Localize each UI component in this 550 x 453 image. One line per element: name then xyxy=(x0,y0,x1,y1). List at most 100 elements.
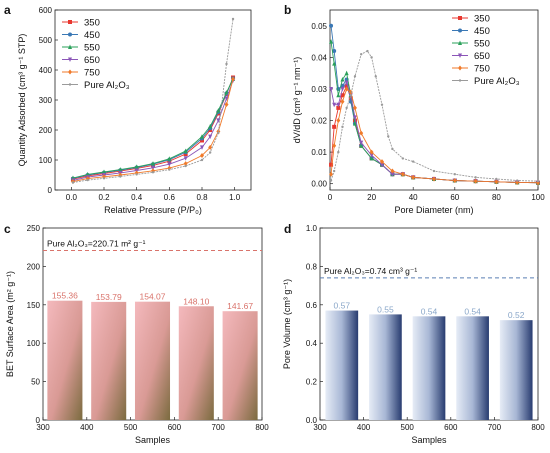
data-point xyxy=(332,49,337,54)
x-tick-label: 0.4 xyxy=(131,193,143,202)
data-label: 155.36 xyxy=(52,291,78,301)
x-tick-label: 1.0 xyxy=(229,193,241,202)
data-point xyxy=(345,106,348,110)
y-tick-label: 500 xyxy=(39,36,53,45)
data-point xyxy=(344,86,349,92)
bar xyxy=(499,320,533,420)
data-point xyxy=(340,86,345,92)
data-label: 154.07 xyxy=(140,292,166,302)
data-point xyxy=(118,167,123,172)
data-point xyxy=(366,49,369,53)
data-point xyxy=(370,56,373,59)
data-point xyxy=(341,125,344,129)
data-point xyxy=(369,149,374,155)
data-point xyxy=(200,145,204,150)
data-point xyxy=(167,156,172,161)
data-point xyxy=(359,143,364,148)
y-tick-label: 0.05 xyxy=(311,22,327,31)
data-point xyxy=(329,23,334,28)
data-point xyxy=(217,131,220,135)
x-tick-label: 500 xyxy=(124,423,138,432)
legend-label: Pure Al₂O₃ xyxy=(474,76,520,87)
legend-label: 350 xyxy=(474,14,490,25)
x-tick-label: 500 xyxy=(401,423,415,432)
data-point xyxy=(329,162,334,167)
data-point xyxy=(68,20,72,24)
data-point xyxy=(68,69,72,75)
data-point xyxy=(352,121,357,126)
data-label: 0.54 xyxy=(421,306,438,316)
data-point xyxy=(225,62,228,66)
data-point xyxy=(68,44,72,49)
plot-frame xyxy=(329,9,539,191)
x-tick-label: 0.2 xyxy=(98,193,110,202)
data-point xyxy=(119,175,122,178)
data-point xyxy=(151,161,155,166)
data-point xyxy=(452,178,457,184)
reference-label: Pure Al₂O₃=220.71 m² g⁻¹ xyxy=(47,238,146,248)
data-point xyxy=(348,89,353,95)
y-tick-label: 1.0 xyxy=(306,224,318,233)
data-point xyxy=(68,57,72,62)
data-point xyxy=(208,123,213,129)
data-point xyxy=(200,134,204,139)
data-point xyxy=(369,155,374,161)
bar xyxy=(222,311,258,420)
legend-label: 450 xyxy=(474,26,490,37)
y-tick-label: 0.0 xyxy=(306,416,318,425)
data-point xyxy=(401,157,404,160)
bar xyxy=(412,316,446,420)
data-point xyxy=(208,151,212,154)
bar xyxy=(134,301,171,420)
data-point xyxy=(458,79,462,82)
data-point xyxy=(329,86,334,92)
data-point xyxy=(332,143,337,149)
y-tick-label: 100 xyxy=(27,339,41,348)
data-point xyxy=(516,179,519,182)
x-tick-label: 800 xyxy=(255,423,269,432)
data-point xyxy=(353,75,357,78)
panel-letter: c xyxy=(4,222,11,236)
data-point xyxy=(360,53,363,56)
data-point xyxy=(183,148,188,153)
data-point xyxy=(231,76,236,82)
data-point xyxy=(329,179,333,182)
data-point xyxy=(453,173,456,176)
data-point xyxy=(224,102,229,107)
data-point xyxy=(86,178,89,182)
data-point xyxy=(329,39,334,44)
y-tick-label: 200 xyxy=(39,126,53,135)
data-point xyxy=(200,153,204,158)
data-point xyxy=(167,162,172,167)
data-point xyxy=(473,178,478,184)
data-point xyxy=(536,179,540,183)
y-tick-label: 250 xyxy=(27,224,41,233)
data-point xyxy=(369,153,374,158)
data-point xyxy=(216,108,221,113)
data-point xyxy=(68,32,72,37)
x-tick-label: 20 xyxy=(367,193,376,202)
y-tick-label: 600 xyxy=(39,6,53,15)
y-axis-label: dV/dD (cm³ g⁻¹ nm⁻¹) xyxy=(292,57,302,144)
legend-label: 450 xyxy=(84,30,100,41)
data-point xyxy=(380,159,384,165)
data-point xyxy=(494,179,499,185)
data-point xyxy=(231,17,235,21)
data-point xyxy=(183,161,188,167)
data-point xyxy=(474,176,477,179)
data-point xyxy=(329,171,334,177)
data-point xyxy=(348,96,353,101)
data-point xyxy=(352,115,357,120)
reference-label: Pure Al₂O₃=0.74 cm³ g⁻¹ xyxy=(324,266,417,276)
data-point xyxy=(380,103,384,106)
data-point xyxy=(458,53,462,58)
panel-letter: d xyxy=(284,222,291,236)
data-point xyxy=(332,124,337,129)
data-label: 148.10 xyxy=(183,296,209,306)
x-tick-label: 600 xyxy=(444,423,458,432)
x-tick-label: 80 xyxy=(492,193,501,202)
legend-label: Pure Al₂O₃ xyxy=(84,80,130,91)
bar xyxy=(91,301,127,420)
data-point xyxy=(390,172,395,177)
